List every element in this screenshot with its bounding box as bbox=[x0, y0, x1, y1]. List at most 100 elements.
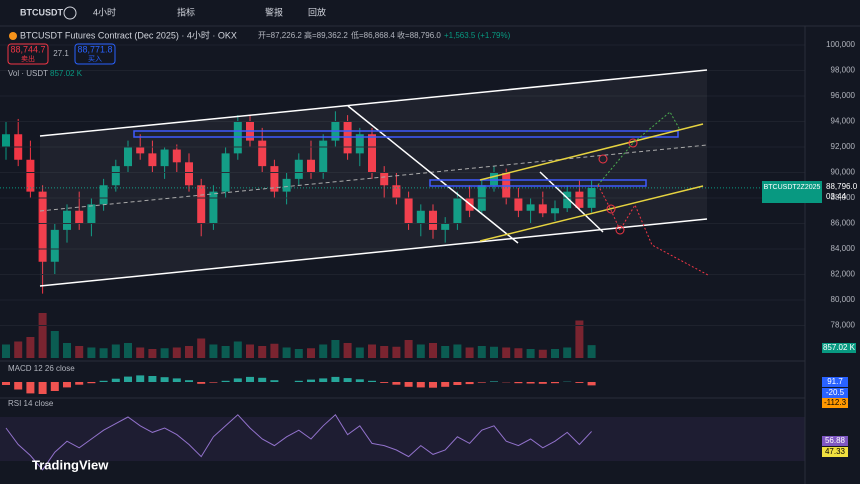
symbol-button[interactable]: BTCUSDT bbox=[20, 7, 63, 17]
volume-bar bbox=[185, 346, 193, 358]
channel-bottom bbox=[39, 218, 708, 287]
macd-hist bbox=[197, 382, 206, 384]
down-line bbox=[347, 105, 519, 244]
macd-hist bbox=[490, 381, 498, 382]
chart-title: BTCUSDT Futures Contract (Dec 2025) · 4小… bbox=[20, 29, 237, 40]
macd-hist bbox=[87, 382, 96, 384]
rsi-value: 56.88 bbox=[825, 436, 846, 445]
macd-hist bbox=[355, 379, 364, 382]
macd-hist bbox=[538, 382, 547, 384]
sell-box[interactable] bbox=[7, 43, 49, 65]
volume-bar bbox=[136, 347, 145, 358]
macd-hist bbox=[258, 377, 267, 382]
ohlc-open: 开=87,226.2 bbox=[258, 31, 302, 40]
macd-hist bbox=[587, 382, 596, 386]
macd-hist bbox=[246, 376, 254, 382]
price-tick-label: 90,000 bbox=[831, 168, 856, 177]
volume-value: 857.02 K bbox=[50, 69, 83, 78]
macd-hist bbox=[26, 382, 35, 394]
volume-bar bbox=[63, 343, 71, 358]
macd-hist bbox=[75, 382, 84, 385]
sell-label: 卖出 bbox=[21, 54, 35, 63]
macd-hist bbox=[160, 377, 169, 382]
replay-button[interactable]: 回放 bbox=[308, 6, 326, 17]
volume-bar bbox=[124, 343, 132, 358]
macd-hist bbox=[526, 382, 535, 384]
mid-zone bbox=[429, 179, 647, 187]
rsi-band bbox=[0, 417, 805, 461]
volume-badge-text: 857.02 K bbox=[823, 343, 856, 352]
marker bbox=[598, 154, 608, 164]
volume-bar bbox=[514, 348, 523, 358]
signal-value: -20.5 bbox=[826, 388, 845, 397]
alerts-button[interactable]: 警报 bbox=[265, 6, 283, 17]
volume-bar bbox=[368, 344, 376, 358]
macd-hist bbox=[551, 382, 559, 384]
macd-hist bbox=[404, 382, 413, 387]
volume-bar bbox=[233, 341, 242, 358]
volume-bar bbox=[429, 343, 437, 358]
bull-path bbox=[597, 111, 681, 186]
last-symbol: BTCUSDT2Z2025 bbox=[764, 184, 821, 191]
spread: 27.1 bbox=[53, 49, 69, 58]
indicators-button[interactable]: 指标 bbox=[177, 6, 195, 17]
rsi-ma-value: 47.33 bbox=[825, 447, 846, 456]
volume-badge bbox=[822, 343, 856, 353]
volume-bar bbox=[587, 345, 596, 358]
volume-bar bbox=[307, 348, 315, 358]
drawings bbox=[39, 69, 709, 287]
volume-bar bbox=[246, 344, 254, 358]
volume-bar bbox=[380, 346, 389, 358]
price-tick-label: 88,000 bbox=[831, 193, 856, 202]
rsi-badge bbox=[822, 436, 848, 446]
down-line-2 bbox=[539, 171, 604, 233]
ohlc-change: +1,563.5 (+1.79%) bbox=[444, 31, 511, 40]
macd-title: MACD 12 26 close bbox=[8, 364, 75, 373]
volume-bar bbox=[75, 346, 84, 358]
buy-box[interactable] bbox=[74, 43, 116, 65]
yellow-top bbox=[479, 123, 704, 181]
macd-hist bbox=[575, 382, 584, 383]
macd-hist bbox=[429, 382, 437, 388]
volume-bar bbox=[526, 349, 535, 358]
volume-bar bbox=[87, 347, 96, 358]
interval-button[interactable]: 4小时 bbox=[93, 6, 116, 17]
volume-bar bbox=[172, 347, 181, 358]
volume-bar bbox=[160, 348, 169, 358]
volume-bar bbox=[294, 349, 303, 358]
rsi-title: RSI 14 close bbox=[8, 399, 54, 408]
macd-hist bbox=[465, 382, 474, 385]
volume-bar bbox=[50, 331, 59, 358]
add-symbol[interactable] bbox=[63, 6, 77, 20]
countdown: 03:44 bbox=[826, 192, 847, 201]
macd-hist bbox=[343, 378, 352, 382]
volume-bar bbox=[441, 346, 450, 358]
price-tick-label: 98,000 bbox=[831, 66, 856, 75]
price-tick-label: 92,000 bbox=[831, 142, 856, 151]
macd-hist bbox=[233, 378, 242, 382]
volume-bar bbox=[355, 347, 364, 358]
macd-hist bbox=[477, 382, 486, 383]
hist-badge bbox=[822, 398, 848, 408]
macd-hist bbox=[99, 380, 108, 382]
volume-bar bbox=[148, 349, 157, 358]
macd-hist bbox=[221, 380, 230, 382]
ohlc-low: 低=86,868.4 bbox=[351, 30, 395, 40]
price-tick-label: 78,000 bbox=[831, 321, 856, 330]
macd-hist bbox=[185, 380, 193, 382]
volume-bar bbox=[551, 349, 559, 358]
volume-bar bbox=[392, 346, 401, 358]
toolbar bbox=[0, 0, 860, 26]
price-tick-label: 100,000 bbox=[826, 40, 855, 49]
volume-bar bbox=[197, 338, 206, 358]
macd-hist bbox=[453, 382, 462, 385]
macd-hist bbox=[319, 378, 328, 382]
volume-bar bbox=[2, 344, 10, 358]
macd-badge bbox=[822, 377, 848, 387]
volume-bar bbox=[343, 343, 352, 358]
symbol-logo bbox=[9, 32, 17, 40]
price-tick-label: 82,000 bbox=[831, 270, 856, 279]
volume-bar bbox=[111, 344, 120, 358]
macd-hist bbox=[63, 382, 71, 388]
